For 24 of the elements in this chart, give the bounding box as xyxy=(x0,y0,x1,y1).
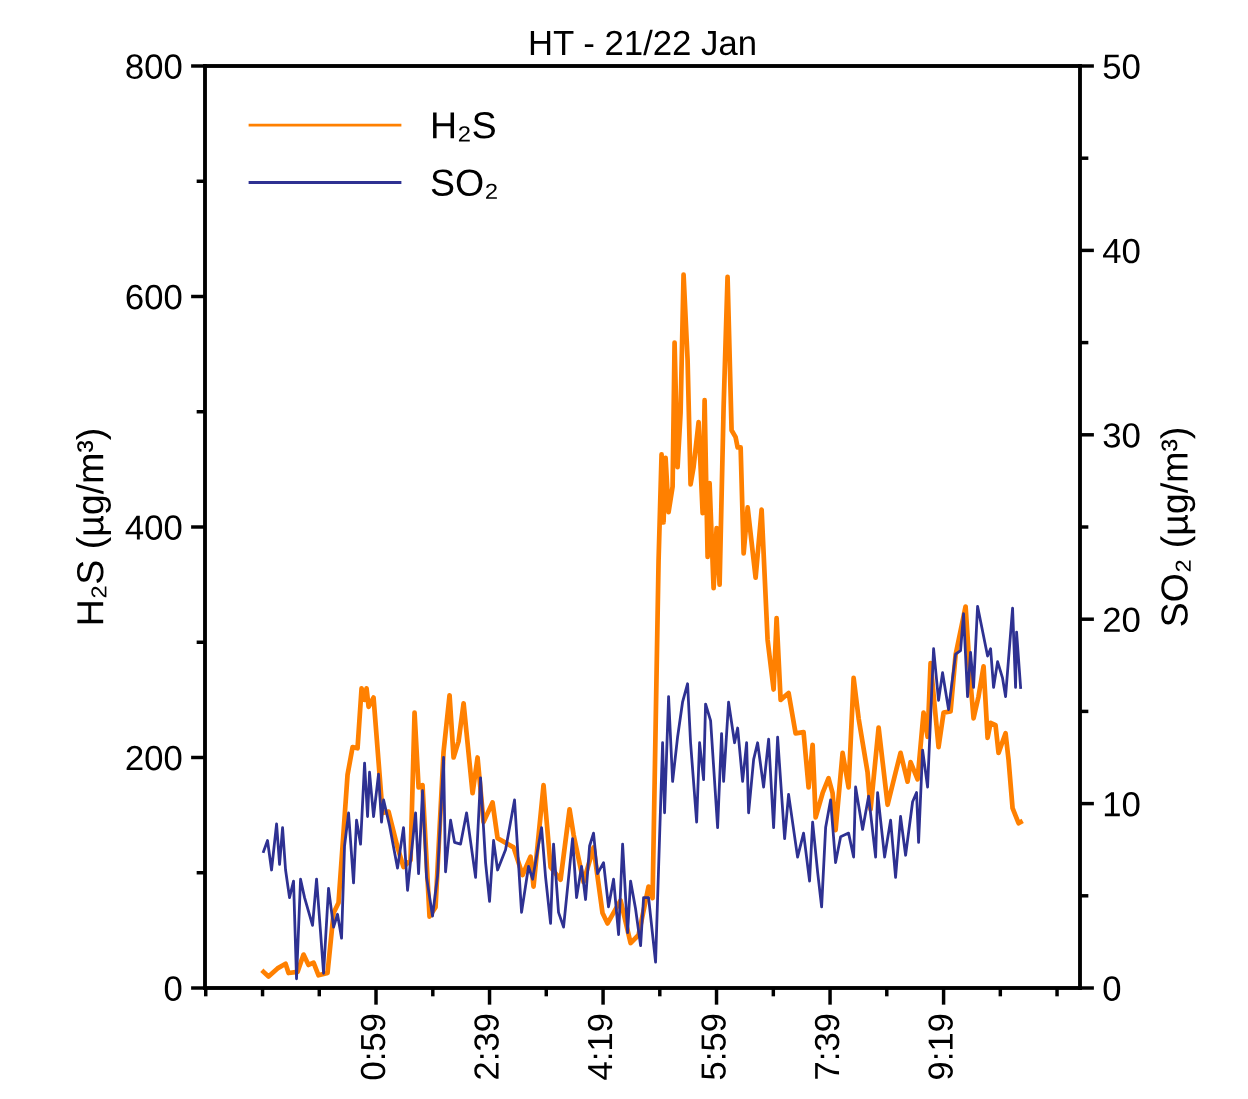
y-tick-label: 600 xyxy=(126,284,182,310)
y2-tick-label: 0 xyxy=(1103,976,1121,1001)
y-tick-label: 800 xyxy=(126,54,182,79)
x-tick-label: 4:19 xyxy=(587,1014,613,1080)
line-series xyxy=(261,272,1023,979)
line-series xyxy=(262,604,1022,981)
y2-tick-label: 10 xyxy=(1104,791,1140,817)
y-tick-label: 200 xyxy=(126,745,182,771)
y2-tick-label: 20 xyxy=(1103,607,1140,633)
x-tick-label: 2:39 xyxy=(474,1014,499,1079)
y2-tick-label: 30 xyxy=(1103,423,1140,448)
x-tick-label: 0:59 xyxy=(360,1014,386,1080)
y-tick-label: 400 xyxy=(125,515,182,540)
y-tick-label: 0 xyxy=(164,976,182,1001)
chart-title: HT - 21/22 Jan xyxy=(530,29,755,56)
y2-axis-title: SO₂ (µg/m³) xyxy=(1160,428,1196,626)
legend-label: SO₂ xyxy=(431,169,497,199)
x-tick-label: 9:19 xyxy=(928,1014,953,1079)
legend-label: H₂S xyxy=(433,111,495,142)
y2-tick-label: 40 xyxy=(1103,238,1140,264)
x-tick-label: 5:59 xyxy=(701,1014,726,1080)
x-tick-label: 7:39 xyxy=(814,1014,840,1079)
y-axis-title: H₂S (µg/m³) xyxy=(76,430,111,624)
y2-tick-label: 50 xyxy=(1103,54,1140,79)
